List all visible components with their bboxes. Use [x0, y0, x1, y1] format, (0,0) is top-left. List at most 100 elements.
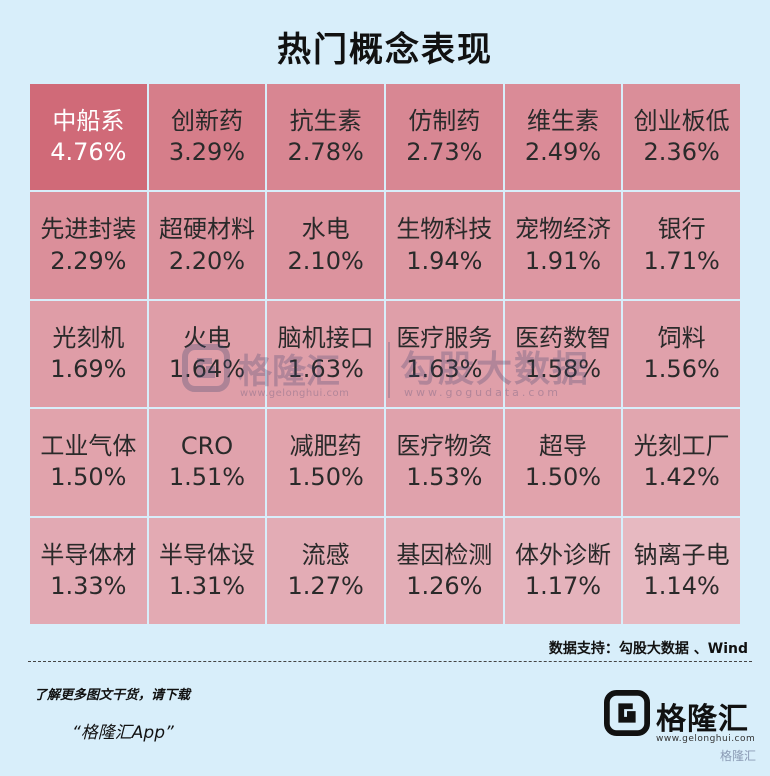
cell-change-value: 1.27% [287, 571, 364, 600]
heatmap-cell: 超导 1.50% [504, 409, 622, 516]
cell-change-value: 1.69% [50, 354, 127, 383]
gelonghui-logo: 格隆汇 www.gelonghui.com [604, 686, 756, 756]
cell-concept-name: 光刻机 [52, 323, 125, 352]
cell-concept-name: 中船系 [52, 107, 125, 135]
heatmap-cell: 医疗服务 1.63% [385, 300, 503, 408]
cell-concept-name: 医疗物资 [396, 432, 493, 461]
heatmap-cell: 水电 2.10% [267, 192, 384, 299]
cell-concept-name: 基因检测 [396, 540, 493, 569]
heatmap-cell: 流感 1.27% [267, 517, 384, 624]
cell-concept-name: 超导 [538, 432, 587, 461]
heatmap-cell: 光刻机 1.69% [30, 300, 147, 408]
cell-concept-name: 饲料 [657, 323, 706, 352]
cell-concept-name: 先进封装 [40, 215, 137, 244]
logo-name: 格隆汇 [656, 702, 749, 737]
cell-change-value: 1.42% [643, 463, 720, 492]
heatmap-cell: 宠物经济 1.91% [504, 192, 622, 299]
heatmap-cell: 脑机接口 1.63% [267, 300, 384, 408]
heatmap-cell: 体外诊断 1.17% [504, 517, 622, 624]
heatmap-cell: 半导体材 1.33% [30, 517, 147, 624]
cell-concept-name: 光刻工厂 [633, 432, 730, 461]
concept-heatmap-grid: 中船系 4.76% 创新药 3.29% 抗生素 2.78% 仿制药 2.73% 维生素 2.49%… [30, 84, 740, 624]
cell-change-value: 1.64% [168, 354, 246, 383]
cell-concept-name: 工业气体 [40, 432, 137, 461]
heatmap-cell: 超硬材料 2.20% [148, 192, 266, 299]
cell-change-value: 1.50% [50, 463, 127, 492]
cell-change-value: 2.20% [168, 246, 246, 275]
cell-change-value: 2.78% [287, 138, 364, 167]
heatmap-cell: 工业气体 1.50% [30, 409, 147, 516]
heatmap-cell: 维生素 2.49% [504, 84, 622, 191]
cell-change-value: 1.53% [406, 463, 483, 492]
cell-change-value: 2.29% [50, 246, 127, 275]
heatmap-cell: 创业板低 2.36% [623, 84, 740, 191]
cell-concept-name: CRO [180, 432, 234, 461]
watermark-separator [388, 342, 390, 398]
heatmap-cell: 半导体设 1.31% [148, 517, 266, 624]
cell-concept-name: 火电 [182, 323, 231, 352]
cell-change-value: 1.33% [50, 571, 127, 600]
cell-change-value: 1.71% [643, 246, 720, 275]
cell-change-value: 3.29% [168, 138, 246, 167]
promo-app-name: “格隆汇App” [72, 723, 174, 743]
cell-concept-name: 仿制药 [408, 107, 481, 135]
cell-change-value: 1.63% [406, 354, 483, 383]
cell-change-value: 1.50% [524, 463, 602, 492]
cell-concept-name: 半导体材 [40, 540, 137, 569]
heatmap-cell: 中船系 4.76% [30, 84, 147, 191]
cell-change-value: 1.91% [524, 246, 602, 275]
cell-change-value: 1.58% [524, 354, 602, 383]
cell-concept-name: 维生素 [526, 107, 599, 135]
cell-concept-name: 水电 [301, 215, 350, 244]
heatmap-cell: 饲料 1.56% [623, 300, 740, 408]
cell-change-value: 2.73% [406, 138, 483, 167]
heatmap-cell: 先进封装 2.29% [30, 192, 147, 299]
cell-change-value: 1.63% [287, 354, 364, 383]
cell-change-value: 4.76% [50, 138, 127, 167]
cell-change-value: 1.56% [643, 354, 720, 383]
cell-change-value: 1.94% [406, 246, 483, 275]
heatmap-cell: 钠离子电 1.14% [623, 517, 740, 624]
cell-concept-name: 超硬材料 [158, 215, 255, 244]
heatmap-cell: CRO 1.51% [148, 409, 266, 516]
heatmap-cell: 银行 1.71% [623, 192, 740, 299]
cell-concept-name: 脑机接口 [277, 323, 374, 352]
heatmap-cell: 医疗物资 1.53% [385, 409, 503, 516]
cell-concept-name: 抗生素 [289, 107, 362, 135]
heatmap-cell: 仿制药 2.73% [385, 84, 503, 191]
cell-concept-name: 银行 [657, 215, 706, 244]
cell-concept-name: 减肥药 [289, 432, 362, 461]
cell-concept-name: 生物科技 [396, 215, 493, 244]
cell-concept-name: 半导体设 [158, 540, 255, 569]
heatmap-cell: 创新药 3.29% [148, 84, 266, 191]
cell-concept-name: 创新药 [170, 107, 243, 135]
cell-change-value: 1.26% [406, 571, 483, 600]
cell-change-value: 2.10% [287, 246, 364, 275]
heatmap-cell: 火电 1.64% [148, 300, 266, 408]
promo-text: 了解更多图文干货，请下载 [34, 688, 191, 703]
dashed-divider [28, 661, 752, 662]
cell-concept-name: 创业板低 [633, 107, 730, 135]
chart-title: 热门概念表现 [277, 30, 493, 70]
cell-concept-name: 钠离子电 [633, 540, 730, 569]
cell-change-value: 1.50% [287, 463, 364, 492]
heatmap-cell: 抗生素 2.78% [267, 84, 384, 191]
cell-change-value: 1.51% [168, 463, 246, 492]
heatmap-cell: 医药数智 1.58% [504, 300, 622, 408]
data-source: 数据支持：勾股大数据 、Wind [548, 641, 748, 657]
gelonghui-logo-icon [604, 690, 650, 736]
logo-url: www.gelonghui.com [656, 734, 756, 744]
cell-concept-name: 体外诊断 [514, 540, 611, 569]
cell-change-value: 1.17% [524, 571, 602, 600]
heatmap-cell: 光刻工厂 1.42% [623, 409, 740, 516]
corner-watermark: 格隆汇 [719, 749, 756, 763]
cell-concept-name: 医药数智 [514, 323, 611, 352]
cell-change-value: 1.14% [643, 571, 720, 600]
cell-change-value: 2.49% [524, 138, 602, 167]
cell-change-value: 2.36% [643, 138, 720, 167]
cell-change-value: 1.31% [168, 571, 246, 600]
cell-concept-name: 宠物经济 [514, 215, 611, 244]
cell-concept-name: 医疗服务 [396, 323, 493, 352]
cell-concept-name: 流感 [301, 540, 350, 569]
heatmap-cell: 生物科技 1.94% [385, 192, 503, 299]
